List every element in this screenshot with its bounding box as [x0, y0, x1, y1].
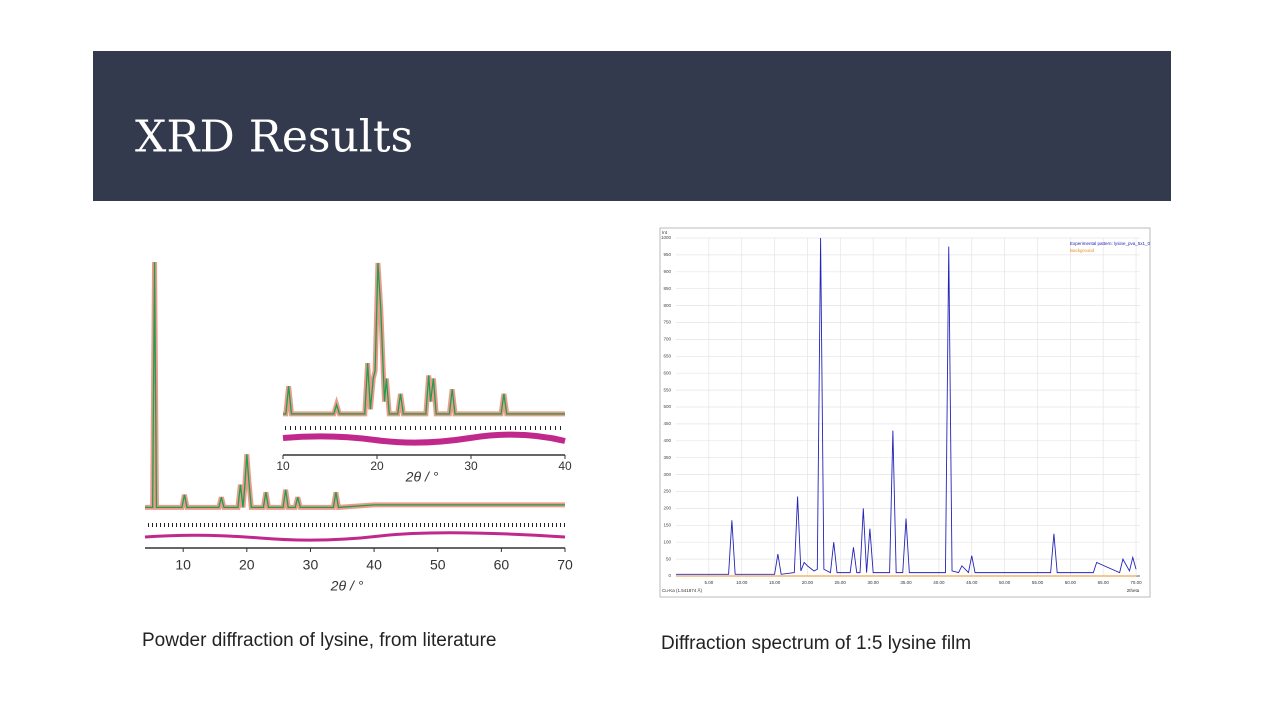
y-tick-label: 150 — [663, 522, 671, 527]
x-tick-label: 20 — [239, 557, 255, 573]
x-tick-label: 30 — [303, 557, 319, 573]
x-tick-label: 40.00 — [933, 580, 945, 585]
observed-trace — [283, 262, 565, 417]
x-tick-label: 70.00 — [1130, 580, 1142, 585]
x-tick-label: 60.00 — [1065, 580, 1077, 585]
y-tick-label: 400 — [663, 438, 671, 443]
caption: Diffraction spectrum of 1:5 lysine film — [661, 633, 971, 654]
slide-title: XRD Results — [135, 112, 413, 163]
observed-trace — [145, 261, 565, 511]
x-tick-label: 45.00 — [966, 580, 978, 585]
y-tick-label: 200 — [663, 506, 671, 511]
legend-entry: Experimental pattern: lysine_pva_5x1_0 — [1070, 241, 1151, 246]
y-tick-label: 50 — [666, 556, 672, 561]
x-tick-label: 60 — [494, 557, 510, 573]
y-tick-label: 600 — [663, 370, 671, 375]
x-axis-label: 2θ / ° — [330, 578, 364, 594]
x-tick-label: 70 — [557, 557, 573, 573]
x-axis-label: 2θ / ° — [405, 469, 439, 485]
x-tick-label: 35.00 — [900, 580, 912, 585]
y-tick-label: 700 — [663, 337, 671, 342]
x-tick-label: 5.00 — [704, 580, 713, 585]
x-tick-label: 10 — [276, 459, 290, 473]
caption: Powder diffraction of lysine, from liter… — [142, 630, 496, 651]
y-tick-label: 300 — [663, 472, 671, 477]
y-tick-label: 450 — [663, 421, 671, 426]
x-tick-label: 55.00 — [1032, 580, 1044, 585]
axis-note: Cu-Ka (1.541874 Å) — [662, 587, 703, 593]
y-tick-label: 900 — [663, 269, 671, 274]
difference-curve — [282, 431, 566, 446]
x-tick-label: 30 — [464, 459, 478, 473]
y-tick-label: 800 — [663, 303, 671, 308]
y-tick-label: 500 — [663, 404, 671, 409]
y-tick-label: 1000 — [661, 235, 672, 240]
y-tick-label: 750 — [663, 320, 671, 325]
x-tick-label: 40 — [366, 557, 382, 573]
data-line — [283, 262, 565, 415]
x-tick-label: 50.00 — [999, 580, 1011, 585]
y-tick-label: 350 — [663, 455, 671, 460]
y-tick-label: 550 — [663, 387, 671, 392]
x-tick-label: 40 — [558, 459, 572, 473]
y-tick-label: 100 — [663, 539, 671, 544]
y-tick-label: 950 — [663, 252, 671, 257]
y-tick-label: 650 — [663, 353, 671, 358]
x-tick-label: 15.00 — [769, 580, 781, 585]
legend-entry: Background — [1070, 248, 1095, 253]
data-line — [145, 261, 565, 509]
x-axis-label: 2theta — [1127, 588, 1140, 593]
y-tick-label: 250 — [663, 489, 671, 494]
y-tick-label: 0 — [668, 573, 671, 578]
header-band — [93, 51, 1171, 201]
y-tick-label: 850 — [663, 286, 671, 291]
x-tick-label: 30.00 — [868, 580, 880, 585]
x-tick-label: 20 — [370, 459, 384, 473]
y-axis-label: Int — [662, 230, 668, 235]
x-tick-label: 20.00 — [802, 580, 814, 585]
difference-curve — [144, 531, 566, 542]
x-tick-label: 25.00 — [835, 580, 847, 585]
x-tick-label: 50 — [430, 557, 446, 573]
x-tick-label: 65.00 — [1098, 580, 1110, 585]
x-tick-label: 10 — [175, 557, 191, 573]
data-line — [676, 237, 1137, 575]
x-tick-label: 10.00 — [736, 580, 748, 585]
